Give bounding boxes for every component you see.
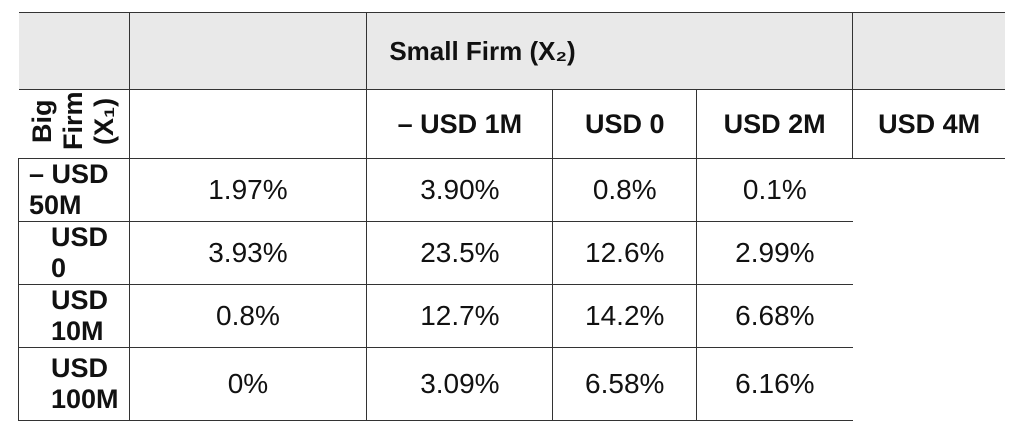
column-header: USD 2M xyxy=(695,89,853,159)
row-label: – USD 50M xyxy=(18,158,130,222)
probability-table: Small Firm (X₂) Big Firm (X₁) – USD 1M U… xyxy=(18,12,1005,421)
value-cell: 0.8% xyxy=(128,284,367,348)
table-row: USD 0 3.93% 23.5% 12.6% 2.99% xyxy=(18,221,1006,285)
value-cell: 6.58% xyxy=(552,347,697,421)
value-cell: 6.16% xyxy=(695,347,853,421)
column-header: – USD 1M xyxy=(366,89,553,159)
column-header: USD 0 xyxy=(552,89,697,159)
column-header-row: Big Firm (X₁) – USD 1M USD 0 USD 2M USD … xyxy=(18,89,1005,159)
value-cell: 3.90% xyxy=(366,158,553,222)
row-label: USD 100M xyxy=(18,347,130,421)
value-cell: 3.09% xyxy=(366,347,553,421)
value-cell: 12.7% xyxy=(366,284,553,348)
column-header: USD 4M xyxy=(852,89,1005,159)
empty-cell xyxy=(128,89,367,159)
table-row: USD 10M 0.8% 12.7% 14.2% 6.68% xyxy=(18,284,1006,348)
value-cell: 6.68% xyxy=(695,284,853,348)
empty-cell xyxy=(852,12,1005,90)
row-group-label: Big Firm (X₁) xyxy=(27,91,120,150)
header-row: Small Firm (X₂) xyxy=(18,12,1005,90)
row-group-cell: Big Firm (X₁) xyxy=(18,89,130,159)
value-cell: 12.6% xyxy=(552,221,697,285)
value-cell: 14.2% xyxy=(552,284,697,348)
row-label: USD 10M xyxy=(18,284,130,348)
value-cell: 2.99% xyxy=(695,221,853,285)
table-row: USD 100M 0% 3.09% 6.58% 6.16% xyxy=(18,347,1006,421)
value-cell: 0.1% xyxy=(695,158,853,222)
value-cell: 0% xyxy=(128,347,367,421)
empty-cell xyxy=(128,12,367,90)
value-cell: 23.5% xyxy=(366,221,553,285)
row-label: USD 0 xyxy=(18,221,130,285)
table-row: – USD 50M 1.97% 3.90% 0.8% 0.1% xyxy=(18,158,1006,222)
value-cell: 1.97% xyxy=(128,158,367,222)
value-cell: 0.8% xyxy=(552,158,697,222)
empty-cell xyxy=(18,12,130,90)
value-cell: 3.93% xyxy=(128,221,367,285)
column-group-label: Small Firm (X₂) xyxy=(366,12,853,90)
